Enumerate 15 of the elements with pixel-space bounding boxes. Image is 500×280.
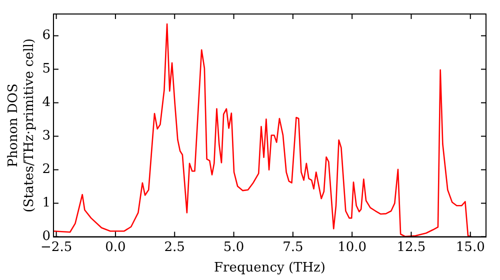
y-tick-label: 5: [42, 62, 50, 77]
y-tick-label: 1: [42, 196, 50, 211]
x-tick-label: 7.5: [282, 240, 304, 255]
y-tick-label: 2: [42, 162, 50, 178]
y-axis-title: Phonon DOS (States/THz·primitive cell): [6, 38, 37, 212]
x-tick-label: 2.5: [164, 240, 185, 255]
x-tick-label: 10.0: [338, 240, 367, 255]
x-tick-label: 15.0: [456, 240, 485, 255]
y-tick-label: 4: [42, 95, 50, 110]
x-axis-title: Frequency (THz): [214, 260, 326, 276]
x-tick-label: 0.0: [105, 240, 126, 255]
x-tick-label: 5.0: [223, 240, 244, 255]
x-tick-label: 12.5: [396, 240, 426, 255]
y-tick-label: 6: [42, 28, 50, 44]
y-tick-label: 3: [42, 128, 50, 144]
